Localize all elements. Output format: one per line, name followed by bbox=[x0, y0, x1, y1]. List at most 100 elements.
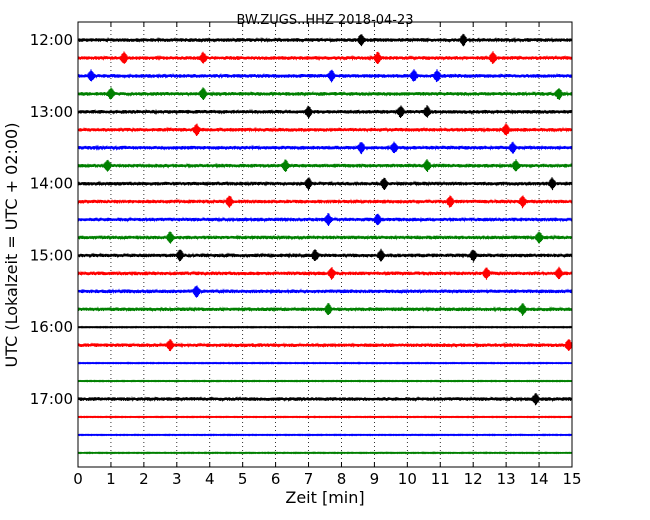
trace-1330 bbox=[77, 141, 573, 155]
trace-1530 bbox=[77, 285, 573, 298]
trace-1315 bbox=[77, 123, 573, 136]
event-marker bbox=[120, 54, 129, 62]
event-marker bbox=[87, 72, 96, 80]
event-marker bbox=[327, 72, 336, 80]
event-marker bbox=[225, 198, 234, 206]
x-tick-label: 8 bbox=[337, 470, 347, 488]
event-marker bbox=[281, 162, 290, 170]
trace-group bbox=[77, 33, 573, 455]
event-marker bbox=[192, 287, 201, 295]
event-marker bbox=[166, 233, 175, 241]
trace-1430 bbox=[77, 213, 573, 226]
trace-1215 bbox=[77, 51, 573, 64]
event-marker bbox=[502, 126, 511, 134]
x-tick-label: 3 bbox=[172, 470, 182, 488]
event-marker bbox=[199, 90, 208, 98]
x-tick-label: 7 bbox=[304, 470, 314, 488]
event-marker bbox=[357, 144, 366, 152]
trace-1515 bbox=[77, 266, 573, 280]
event-marker bbox=[531, 395, 540, 403]
trace-1600 bbox=[77, 325, 573, 329]
event-marker bbox=[508, 144, 517, 152]
event-marker bbox=[446, 198, 455, 206]
trace-1630 bbox=[77, 361, 573, 365]
event-marker bbox=[380, 180, 389, 188]
trace-1415 bbox=[77, 195, 573, 209]
y-axis: 12:00 13:00 14:00 15:00 16:00 17:00 bbox=[30, 31, 572, 408]
x-tick-label: 13 bbox=[497, 470, 516, 488]
trace-1545 bbox=[77, 302, 573, 316]
x-tick-label: 4 bbox=[205, 470, 215, 488]
x-axis: 0 1 2 3 4 5 6 7 8 9 10 11 12 13 14 15 bbox=[73, 22, 582, 488]
event-marker bbox=[423, 162, 432, 170]
x-tick-label: 1 bbox=[106, 470, 116, 488]
event-marker bbox=[432, 72, 441, 80]
event-marker bbox=[535, 233, 544, 241]
event-marker bbox=[324, 305, 333, 313]
event-marker bbox=[373, 216, 382, 223]
event-marker bbox=[423, 108, 432, 116]
event-marker bbox=[324, 216, 333, 223]
x-tick-label: 10 bbox=[398, 470, 417, 488]
event-marker bbox=[373, 54, 382, 62]
event-marker bbox=[304, 180, 313, 188]
trace-1345 bbox=[77, 159, 573, 172]
x-tick-label: 2 bbox=[139, 470, 149, 488]
trace-1645 bbox=[77, 379, 573, 383]
x-tick-label: 5 bbox=[238, 470, 248, 488]
x-axis-label: Zeit [min] bbox=[285, 488, 364, 507]
event-marker bbox=[106, 90, 115, 98]
event-marker bbox=[564, 341, 573, 349]
x-tick-label: 9 bbox=[370, 470, 380, 488]
x-tick-label: 12 bbox=[464, 470, 483, 488]
event-marker bbox=[376, 251, 385, 259]
y-axis-label: UTC (Lokalzeit = UTC + 02:00) bbox=[2, 123, 21, 368]
event-marker bbox=[103, 162, 112, 170]
event-marker bbox=[554, 90, 563, 98]
event-marker bbox=[396, 108, 405, 116]
trace-1245 bbox=[77, 87, 573, 100]
chart-title: BW.ZUGS..HHZ 2018-04-23 bbox=[236, 13, 413, 28]
event-marker bbox=[482, 269, 491, 277]
event-marker bbox=[304, 108, 313, 116]
event-marker bbox=[390, 144, 399, 152]
y-tick-label: 14:00 bbox=[30, 175, 73, 193]
event-marker bbox=[469, 251, 478, 259]
event-marker bbox=[518, 305, 527, 313]
event-marker bbox=[327, 269, 336, 277]
y-tick-label: 16:00 bbox=[30, 318, 73, 336]
event-marker bbox=[166, 341, 175, 349]
event-marker bbox=[548, 180, 557, 188]
event-marker bbox=[311, 251, 320, 259]
y-tick-label: 13:00 bbox=[30, 103, 73, 121]
plot-frame bbox=[77, 21, 573, 468]
x-tick-label: 15 bbox=[562, 470, 581, 488]
event-marker bbox=[488, 54, 497, 62]
x-tick-label: 11 bbox=[431, 470, 450, 488]
x-tick-label: 14 bbox=[530, 470, 549, 488]
event-marker bbox=[192, 126, 201, 134]
event-marker bbox=[554, 269, 563, 277]
trace-1300 bbox=[77, 105, 573, 119]
event-marker bbox=[176, 251, 185, 259]
trace-1615 bbox=[77, 339, 573, 352]
trace-1500 bbox=[77, 248, 573, 262]
trace-1200 bbox=[77, 33, 573, 47]
x-tick-label: 6 bbox=[271, 470, 281, 488]
trace-1445 bbox=[77, 231, 573, 244]
x-tick-label: 0 bbox=[73, 470, 83, 488]
event-marker bbox=[409, 72, 418, 80]
y-tick-label: 15:00 bbox=[30, 246, 73, 264]
y-tick-label: 17:00 bbox=[30, 390, 73, 408]
event-marker bbox=[199, 54, 208, 62]
trace-1745 bbox=[77, 451, 573, 455]
trace-1700 bbox=[77, 392, 573, 406]
event-marker bbox=[459, 36, 468, 44]
trace-1230 bbox=[77, 69, 573, 83]
y-tick-label: 12:00 bbox=[30, 31, 73, 49]
trace-1730 bbox=[77, 433, 573, 437]
event-marker bbox=[357, 36, 366, 44]
trace-1715 bbox=[77, 415, 573, 419]
trace-1400 bbox=[77, 177, 573, 191]
